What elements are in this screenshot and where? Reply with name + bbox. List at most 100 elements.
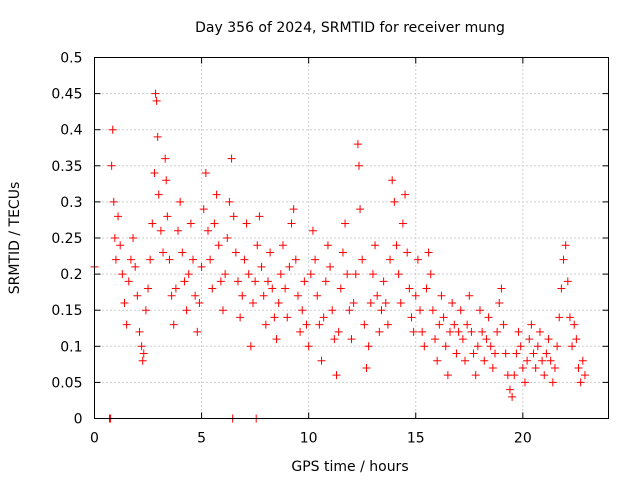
data-point	[162, 176, 171, 185]
data-point	[210, 219, 219, 228]
data-point	[349, 298, 358, 307]
data-point	[223, 234, 232, 242]
data-point	[351, 270, 360, 279]
data-point	[266, 248, 275, 257]
data-point	[174, 226, 183, 235]
data-point	[219, 306, 227, 315]
data-point	[418, 327, 427, 336]
data-point	[161, 154, 170, 163]
data-point	[163, 212, 172, 221]
data-point	[411, 291, 420, 300]
data-point	[525, 335, 534, 344]
data-point	[527, 320, 536, 329]
data-point	[191, 291, 200, 300]
data-point	[186, 219, 195, 228]
data-point	[364, 342, 373, 351]
data-point	[356, 205, 365, 214]
data-point	[268, 284, 277, 293]
data-point	[510, 371, 519, 380]
data-point	[201, 169, 210, 178]
data-point	[538, 356, 547, 365]
x-axis-label: GPS time / hours	[291, 459, 408, 475]
data-point	[184, 270, 193, 279]
data-point	[138, 356, 147, 365]
data-point	[354, 161, 363, 170]
data-point	[176, 197, 185, 206]
data-point	[111, 255, 120, 264]
data-point	[409, 327, 418, 336]
y-tick-label: 0.35	[51, 159, 82, 175]
data-point	[465, 291, 474, 300]
data-point	[319, 313, 328, 322]
data-point	[244, 270, 253, 279]
data-point	[366, 298, 375, 307]
data-point	[311, 255, 320, 264]
data-point	[422, 284, 431, 293]
data-point	[206, 255, 215, 264]
data-point	[553, 342, 562, 351]
data-point	[110, 234, 119, 242]
data-point	[133, 291, 142, 300]
data-point	[208, 284, 217, 293]
data-point	[458, 335, 467, 344]
data-point	[371, 241, 380, 250]
y-tick-label: 0.45	[51, 87, 82, 103]
data-point	[126, 255, 135, 264]
data-point	[535, 327, 544, 336]
y-tick-label: 0.5	[60, 51, 82, 67]
data-point	[373, 291, 382, 300]
data-point	[435, 320, 444, 329]
chart-title: Day 356 of 2024, SRMTID for receiver mun…	[195, 20, 505, 36]
data-point	[574, 363, 583, 372]
data-point	[437, 291, 446, 300]
data-point	[456, 306, 465, 315]
data-point	[141, 306, 150, 315]
data-point	[156, 226, 165, 235]
data-point	[368, 270, 377, 279]
data-point	[246, 342, 255, 351]
data-point	[165, 255, 174, 264]
data-point	[523, 356, 532, 365]
data-point	[169, 320, 178, 329]
data-point	[229, 212, 238, 221]
data-point	[242, 219, 251, 228]
data-point	[424, 248, 433, 257]
data-point	[270, 313, 279, 322]
data-point	[193, 327, 202, 336]
data-point	[416, 306, 425, 315]
x-tick-label: 20	[514, 431, 532, 447]
data-point	[116, 241, 125, 250]
data-point	[135, 327, 144, 336]
data-point	[565, 313, 574, 322]
data-point	[238, 291, 247, 300]
data-point	[471, 371, 480, 380]
data-point	[353, 140, 362, 149]
data-point	[306, 270, 315, 279]
data-point	[178, 248, 187, 257]
data-point	[287, 219, 296, 228]
data-point	[302, 320, 311, 329]
data-point	[550, 363, 559, 372]
data-point	[323, 241, 332, 250]
y-axis-ticks: 0 0.05 0.1 0.15 0.2 0.25 0.3 0.35 0.4 0.45 0.5	[51, 51, 609, 428]
data-point	[195, 298, 204, 307]
grid-lines	[94, 57, 609, 419]
data-point	[375, 327, 384, 336]
data-point	[561, 241, 570, 250]
data-point	[251, 277, 260, 286]
y-tick-label: 0.3	[60, 195, 82, 211]
data-point	[398, 219, 407, 228]
data-point	[388, 176, 397, 185]
data-point	[167, 291, 176, 300]
data-point	[197, 262, 206, 271]
data-point	[396, 298, 405, 307]
x-tick-label: 5	[197, 431, 206, 447]
data-point	[231, 248, 240, 257]
data-point	[334, 327, 343, 336]
data-point	[379, 277, 388, 286]
data-point	[480, 356, 489, 365]
data-point	[572, 335, 581, 344]
data-point	[131, 262, 140, 271]
data-point	[263, 277, 272, 286]
